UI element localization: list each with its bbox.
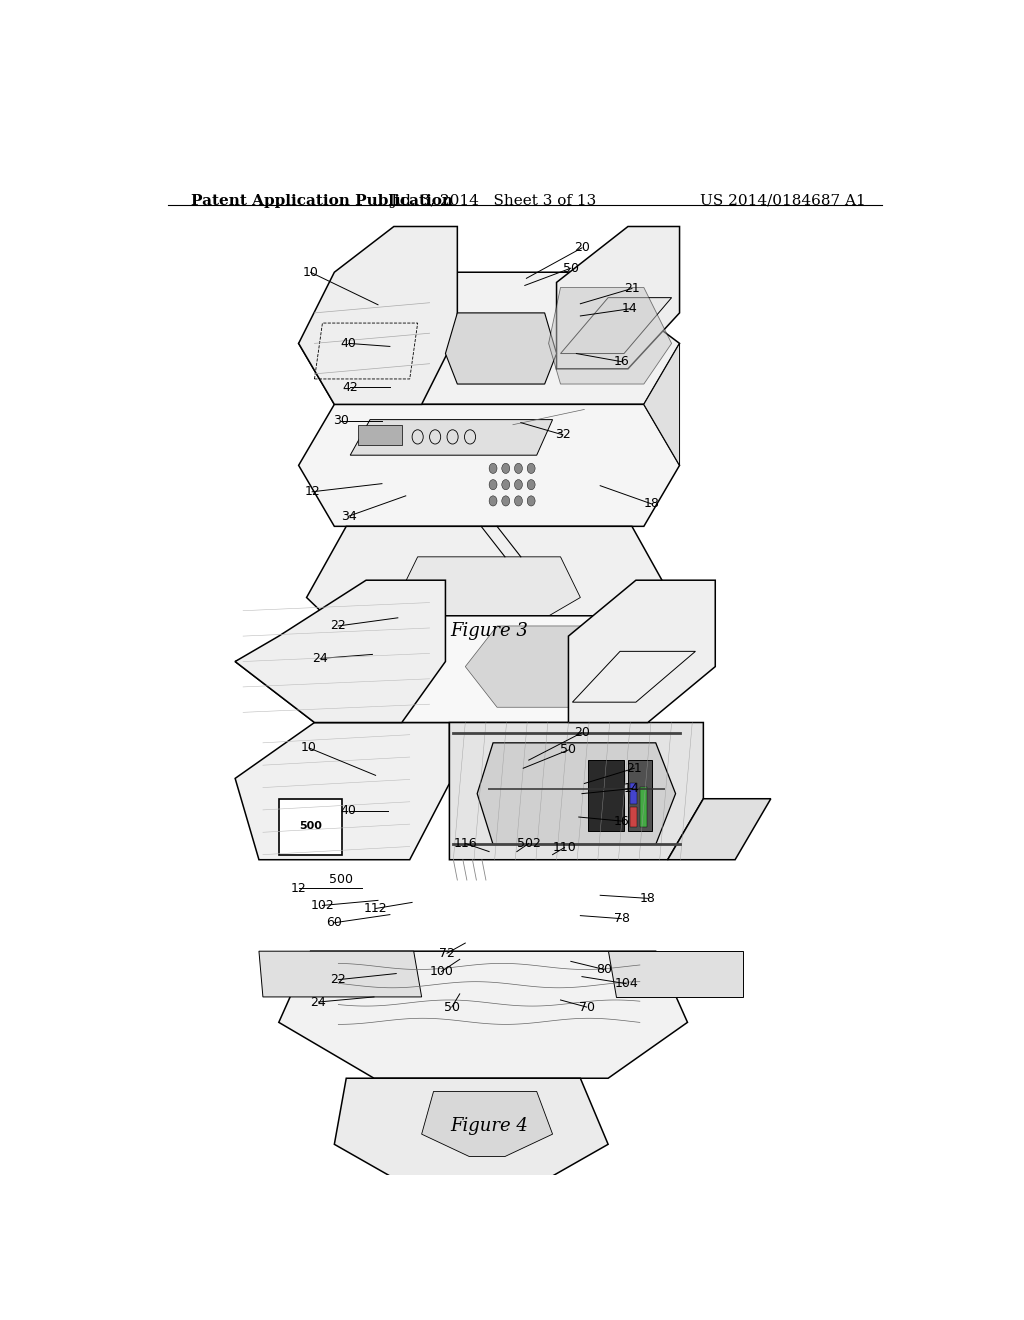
- Text: 502: 502: [517, 837, 541, 850]
- Text: 18: 18: [640, 892, 655, 904]
- Circle shape: [489, 479, 497, 490]
- Bar: [631, 784, 638, 804]
- Text: US 2014/0184687 A1: US 2014/0184687 A1: [700, 194, 866, 209]
- Polygon shape: [422, 1092, 553, 1156]
- Text: 116: 116: [454, 837, 477, 850]
- Text: 102: 102: [310, 899, 334, 912]
- Polygon shape: [450, 722, 703, 859]
- Polygon shape: [299, 227, 458, 404]
- Text: 40: 40: [341, 337, 356, 350]
- Text: 40: 40: [341, 804, 356, 817]
- Polygon shape: [465, 626, 680, 708]
- Text: 21: 21: [627, 762, 642, 775]
- Circle shape: [489, 463, 497, 474]
- Circle shape: [502, 496, 510, 506]
- Text: 104: 104: [614, 977, 638, 990]
- Polygon shape: [426, 673, 553, 739]
- Polygon shape: [445, 313, 557, 384]
- Polygon shape: [342, 659, 636, 766]
- Text: 18: 18: [644, 498, 659, 511]
- Polygon shape: [397, 557, 581, 623]
- Polygon shape: [279, 952, 687, 1078]
- Bar: [631, 807, 638, 828]
- Bar: [640, 787, 647, 828]
- Text: 16: 16: [613, 355, 630, 368]
- Polygon shape: [236, 722, 450, 859]
- Text: Figure 3: Figure 3: [451, 622, 528, 640]
- Polygon shape: [350, 420, 553, 455]
- Polygon shape: [549, 288, 672, 384]
- Polygon shape: [560, 297, 672, 354]
- Text: 14: 14: [624, 781, 640, 795]
- Text: 20: 20: [574, 726, 590, 739]
- Polygon shape: [259, 952, 422, 997]
- Text: 70: 70: [579, 1001, 595, 1014]
- Circle shape: [527, 479, 536, 490]
- Text: 72: 72: [439, 946, 455, 960]
- Text: 50: 50: [563, 261, 579, 275]
- Text: Figure 4: Figure 4: [451, 1117, 528, 1135]
- Text: 60: 60: [327, 916, 342, 929]
- Polygon shape: [342, 659, 422, 689]
- Circle shape: [514, 463, 522, 474]
- Text: 12: 12: [291, 882, 306, 895]
- Bar: [279, 799, 342, 854]
- Text: 22: 22: [331, 619, 346, 632]
- Text: 42: 42: [342, 380, 358, 393]
- Polygon shape: [236, 615, 699, 722]
- Text: 24: 24: [310, 995, 327, 1008]
- Polygon shape: [342, 1185, 636, 1282]
- Text: 500: 500: [329, 873, 352, 886]
- Text: 100: 100: [429, 965, 454, 978]
- Polygon shape: [477, 743, 676, 845]
- Text: 14: 14: [622, 302, 637, 315]
- Text: 10: 10: [302, 265, 318, 279]
- Text: 16: 16: [613, 814, 630, 828]
- Polygon shape: [557, 659, 648, 689]
- Polygon shape: [334, 1078, 608, 1185]
- Text: 20: 20: [574, 242, 590, 255]
- Bar: [588, 760, 624, 832]
- Polygon shape: [608, 952, 743, 997]
- Text: 32: 32: [555, 429, 570, 441]
- Text: 10: 10: [301, 742, 316, 755]
- Polygon shape: [236, 581, 445, 722]
- Text: 78: 78: [613, 912, 630, 925]
- Polygon shape: [299, 404, 680, 527]
- Bar: [358, 425, 401, 445]
- Polygon shape: [557, 227, 680, 368]
- Text: 50: 50: [443, 1001, 460, 1014]
- Text: 21: 21: [624, 282, 640, 294]
- Text: Jul. 3, 2014   Sheet 3 of 13: Jul. 3, 2014 Sheet 3 of 13: [390, 194, 596, 209]
- Text: 22: 22: [331, 973, 346, 986]
- Bar: [628, 760, 652, 832]
- Polygon shape: [299, 272, 680, 404]
- Text: 500: 500: [299, 821, 322, 832]
- Circle shape: [502, 463, 510, 474]
- Text: 112: 112: [364, 902, 387, 915]
- Polygon shape: [572, 651, 695, 702]
- Circle shape: [514, 479, 522, 490]
- Text: 110: 110: [553, 841, 577, 854]
- Text: 50: 50: [560, 743, 577, 756]
- Polygon shape: [568, 581, 715, 722]
- Circle shape: [527, 496, 536, 506]
- Circle shape: [514, 496, 522, 506]
- Polygon shape: [668, 799, 771, 859]
- Polygon shape: [306, 527, 672, 659]
- Circle shape: [489, 496, 497, 506]
- Circle shape: [527, 463, 536, 474]
- Text: 30: 30: [333, 414, 348, 428]
- Text: Patent Application Publication: Patent Application Publication: [191, 194, 454, 209]
- Polygon shape: [644, 343, 680, 466]
- Text: 12: 12: [304, 486, 319, 498]
- Text: 24: 24: [312, 652, 328, 665]
- Text: 80: 80: [596, 964, 612, 975]
- Text: 34: 34: [341, 510, 356, 523]
- Circle shape: [502, 479, 510, 490]
